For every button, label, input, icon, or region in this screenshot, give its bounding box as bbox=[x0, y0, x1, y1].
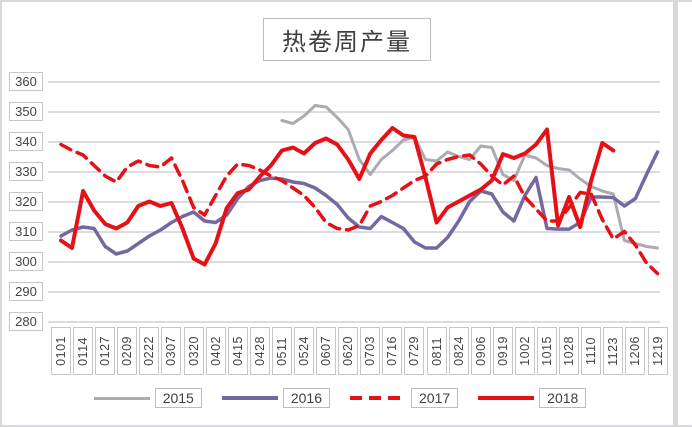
legend-line-swatch-2018 bbox=[478, 396, 535, 400]
x-axis-tick-0703: 0703 bbox=[360, 327, 381, 375]
x-axis-tick-1123: 1123 bbox=[603, 327, 624, 375]
x-axis-tick-0428: 0428 bbox=[249, 327, 270, 375]
legend-item-2015: 2015 bbox=[93, 388, 202, 408]
legend-line-swatch-2016 bbox=[221, 396, 278, 400]
x-axis-tick-1015: 1015 bbox=[537, 327, 558, 375]
x-axis-tick-0415: 0415 bbox=[227, 327, 248, 375]
series-line-2018 bbox=[59, 126, 616, 267]
x-axis-tick-0524: 0524 bbox=[294, 327, 315, 375]
x-axis-tick-0222: 0222 bbox=[139, 327, 160, 375]
legend-label-2018: 2018 bbox=[539, 388, 587, 408]
x-axis-tick-0101: 0101 bbox=[51, 327, 71, 375]
x-axis-tick-1002: 1002 bbox=[514, 327, 535, 375]
gridline-y-310 bbox=[48, 230, 660, 233]
gridline-y-360 bbox=[48, 80, 660, 83]
chart-legend: 2015 2016 2017 2018 bbox=[2, 388, 678, 408]
legend-label-2015: 2015 bbox=[154, 388, 202, 408]
y-axis-tick-360: 360 bbox=[9, 71, 43, 91]
y-axis-tick-310: 310 bbox=[9, 221, 43, 241]
x-axis-tick-0307: 0307 bbox=[161, 327, 182, 375]
y-axis-tick-350: 350 bbox=[9, 101, 43, 121]
y-axis-tick-320: 320 bbox=[9, 191, 43, 211]
y-axis-tick-340: 340 bbox=[9, 131, 43, 151]
x-axis-tick-0729: 0729 bbox=[404, 327, 425, 375]
chart-title: 热卷周产量 bbox=[263, 18, 431, 61]
series-line-2017 bbox=[59, 142, 660, 276]
legend-line-swatch-2015 bbox=[93, 396, 150, 400]
x-axis-tick-1028: 1028 bbox=[559, 327, 580, 375]
legend-item-2016: 2016 bbox=[221, 388, 330, 408]
x-axis-tick-0919: 0919 bbox=[492, 327, 513, 375]
gridline-y-280 bbox=[48, 320, 660, 323]
x-axis-tick-0811: 0811 bbox=[426, 327, 447, 375]
y-axis-tick-300: 300 bbox=[9, 251, 43, 271]
x-axis-tick-1110: 1110 bbox=[581, 327, 602, 375]
x-axis-tick-0320: 0320 bbox=[183, 327, 204, 375]
x-axis-tick-0716: 0716 bbox=[382, 327, 403, 375]
x-axis-tick-1219: 1219 bbox=[647, 327, 668, 375]
series-line-2015 bbox=[280, 104, 659, 250]
legend-label-2017: 2017 bbox=[411, 388, 459, 408]
x-axis-tick-0906: 0906 bbox=[470, 327, 491, 375]
x-axis-tick-0824: 0824 bbox=[448, 327, 469, 375]
x-axis-tick-0127: 0127 bbox=[95, 327, 116, 375]
legend-label-2016: 2016 bbox=[282, 388, 330, 408]
y-axis-tick-280: 280 bbox=[9, 311, 43, 331]
frame-right-edge bbox=[673, 2, 678, 425]
legend-item-2018: 2018 bbox=[478, 388, 587, 408]
gridline-y-350 bbox=[48, 110, 660, 113]
x-axis-tick-0607: 0607 bbox=[316, 327, 337, 375]
legend-line-swatch-2017 bbox=[350, 396, 406, 400]
x-axis-tick-0209: 0209 bbox=[117, 327, 138, 375]
gridline-y-300 bbox=[48, 260, 660, 263]
legend-item-2017: 2017 bbox=[350, 388, 459, 408]
y-axis-tick-330: 330 bbox=[9, 161, 43, 181]
series-line-2016 bbox=[59, 150, 660, 256]
x-axis-tick-0114: 0114 bbox=[73, 327, 94, 375]
x-axis-tick-1206: 1206 bbox=[625, 327, 646, 375]
gridline-y-290 bbox=[48, 290, 660, 293]
x-axis-tick-0402: 0402 bbox=[205, 327, 226, 375]
gridline-y-320 bbox=[48, 200, 660, 203]
y-axis-tick-290: 290 bbox=[9, 281, 43, 301]
x-axis-tick-0511: 0511 bbox=[271, 327, 292, 375]
x-axis-tick-0620: 0620 bbox=[338, 327, 359, 375]
